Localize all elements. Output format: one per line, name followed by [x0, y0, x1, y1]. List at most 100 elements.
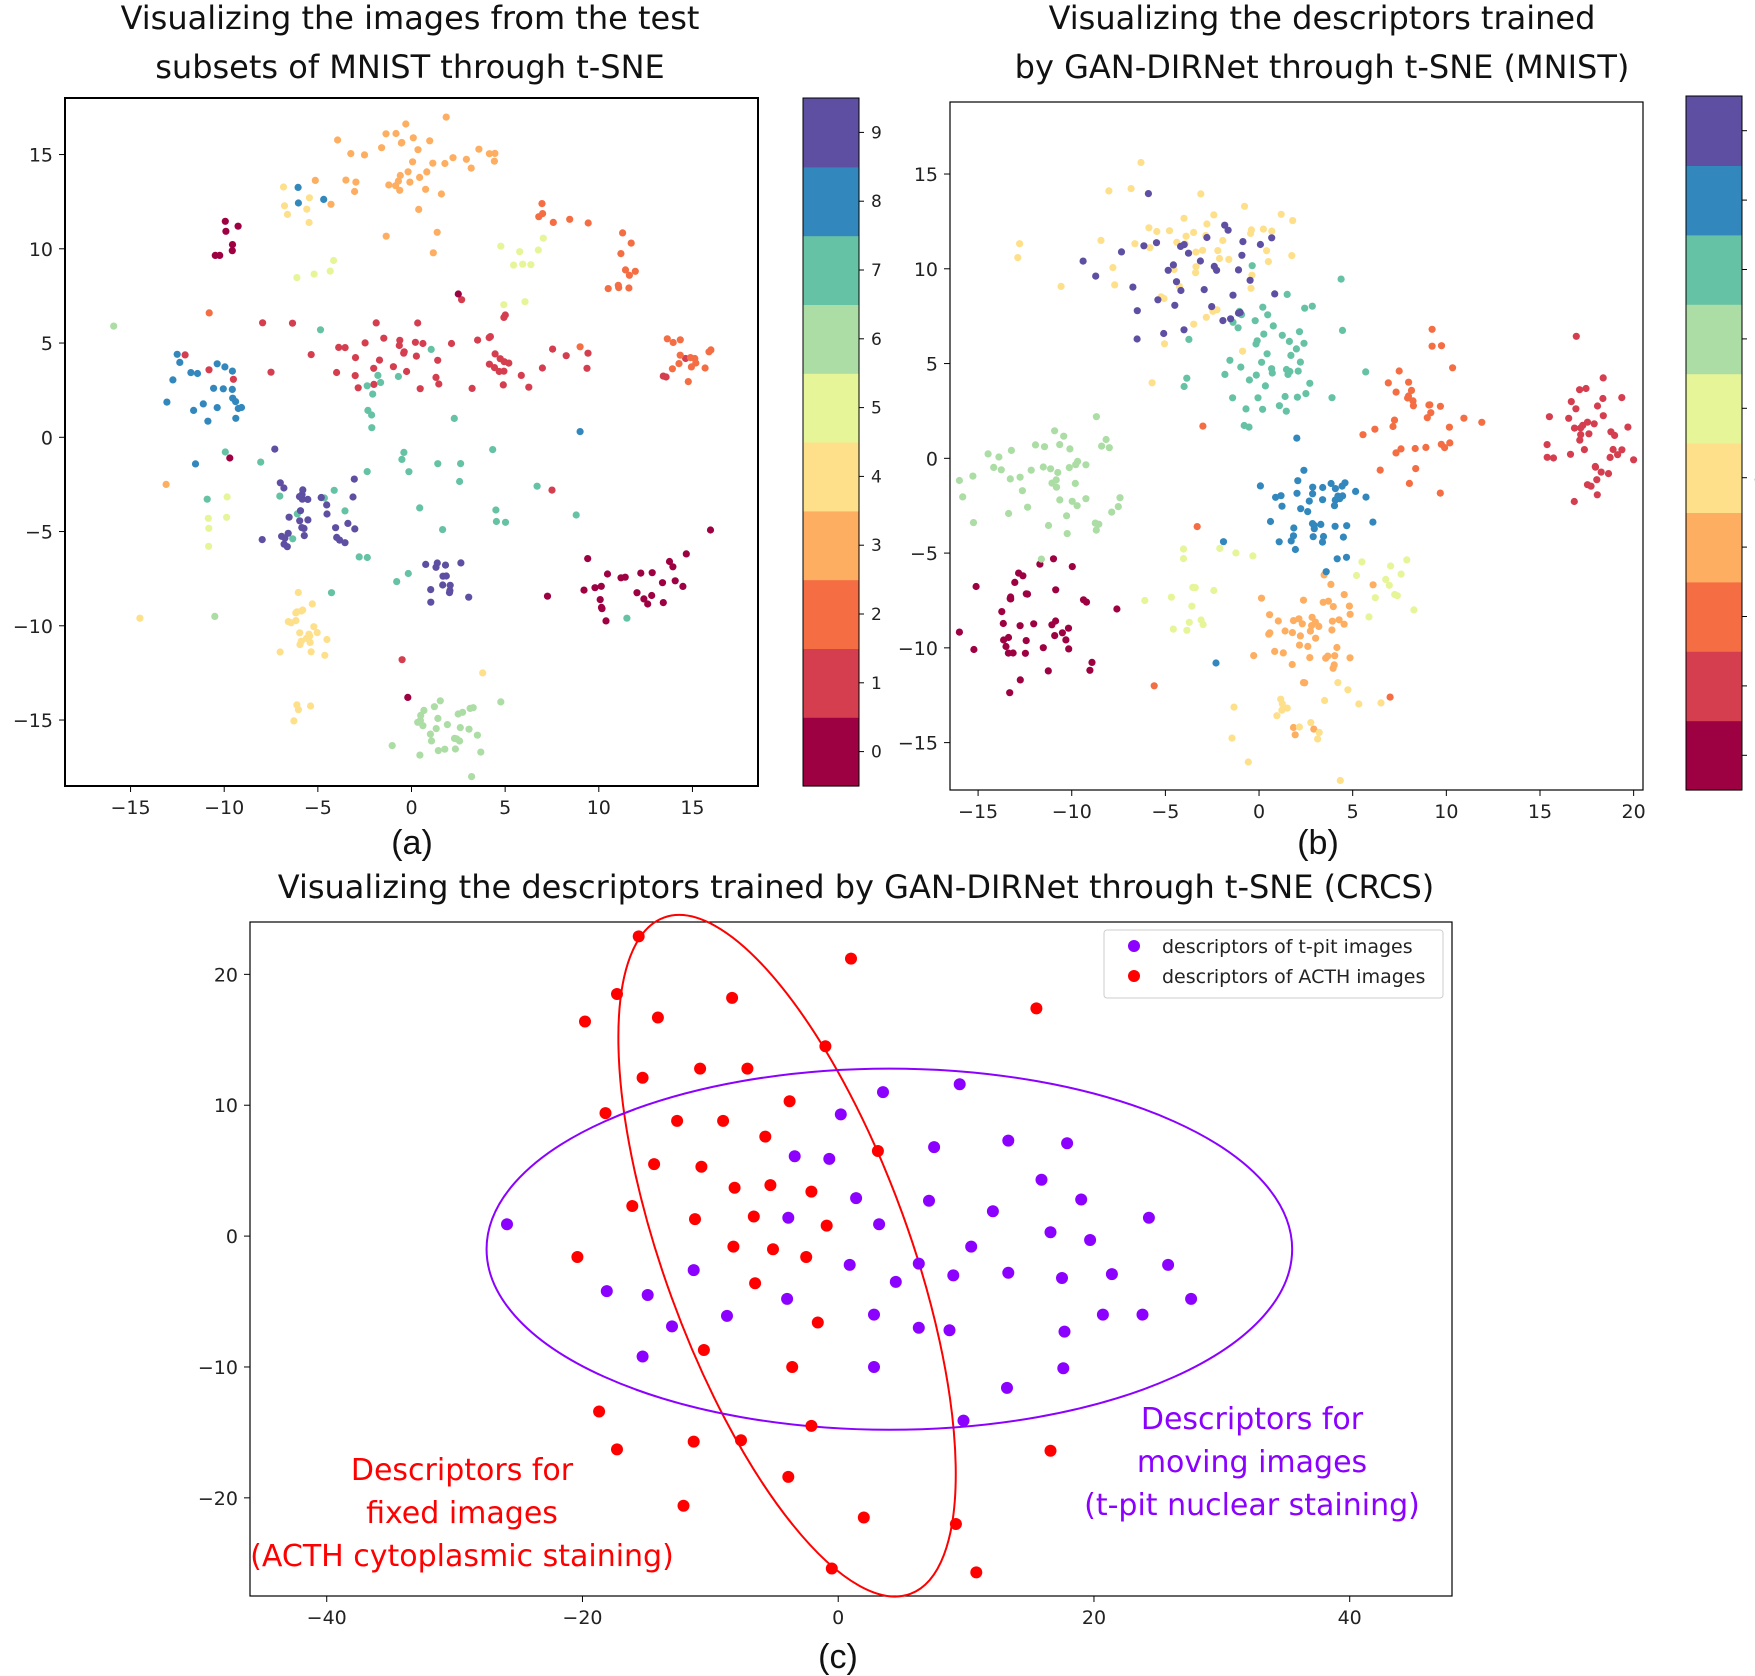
b-point-digit-6	[1005, 509, 1013, 518]
a-point-digit-1	[396, 336, 404, 344]
a-point-digit-7	[492, 506, 500, 514]
annotation-moving-line-3: (t-pit nuclear staining)	[1084, 1488, 1420, 1523]
a-point-digit-8	[228, 385, 236, 393]
a-colorbar-segment-1	[803, 648, 859, 718]
c-xtick-label: −20	[562, 1607, 602, 1629]
b-point-digit-4	[1190, 228, 1198, 236]
b-point-digit-5	[1249, 552, 1257, 560]
point-acth	[749, 1277, 762, 1290]
b-point-digit-4	[1377, 699, 1385, 707]
point-acth	[593, 1405, 606, 1418]
c-ytick-label: −20	[198, 1488, 238, 1510]
b-point-digit-8	[1294, 477, 1302, 485]
b-point-digit-3	[1333, 643, 1341, 652]
a-point-digit-3	[402, 120, 410, 128]
a-point-digit-9	[457, 559, 465, 567]
point-tpit	[923, 1194, 935, 1207]
b-point-digit-2	[1436, 402, 1444, 410]
a-point-digit-7	[327, 589, 336, 597]
a-point-digit-6	[427, 737, 436, 745]
a-point-digit-1	[496, 355, 504, 363]
c-xtick-label: 40	[1338, 1607, 1362, 1629]
b-point-digit-6	[997, 466, 1005, 474]
b-point-digit-1	[1630, 456, 1638, 464]
point-tpit	[1001, 1381, 1013, 1394]
a-point-digit-3	[490, 157, 498, 165]
b-point-digit-3	[1289, 617, 1298, 625]
a-ytick-label: −10	[13, 616, 53, 638]
a-point-digit-6	[477, 748, 485, 756]
a-point-digit-0	[706, 526, 715, 534]
a-point-digit-3	[327, 200, 335, 208]
a-point-digit-8	[576, 428, 584, 436]
point-tpit	[636, 1350, 649, 1363]
a-point-digit-7	[439, 526, 447, 534]
c-xtick-label: 20	[1082, 1607, 1106, 1629]
b-point-digit-5	[1199, 621, 1207, 629]
point-tpit	[1035, 1173, 1048, 1186]
b-point-digit-7	[1237, 363, 1245, 371]
b-point-digit-5	[1169, 625, 1177, 633]
point-acth	[949, 1518, 962, 1530]
b-point-digit-4	[1315, 728, 1323, 737]
point-acth	[571, 1251, 584, 1263]
b-point-digit-4	[1210, 211, 1218, 219]
b-point-digit-5	[1387, 562, 1395, 570]
c-ytick-label: −10	[198, 1357, 238, 1379]
b-point-digit-5	[1352, 571, 1361, 580]
a-point-digit-3	[396, 186, 404, 194]
b-point-digit-4	[1057, 282, 1065, 290]
b-point-digit-2	[1428, 342, 1436, 350]
point-tpit	[850, 1192, 863, 1205]
b-point-digit-7	[1251, 317, 1259, 325]
a-point-digit-3	[415, 205, 423, 213]
a-colorbar-tick-label: 5	[871, 399, 882, 419]
a-point-digit-1	[505, 359, 513, 367]
b-point-digit-0	[1016, 622, 1024, 630]
b-point-digit-4	[1105, 187, 1113, 195]
a-point-digit-2	[631, 267, 639, 275]
b-point-digit-6	[1065, 464, 1073, 472]
b-point-digit-8	[1304, 508, 1312, 516]
a-ytick-label: −15	[13, 710, 53, 732]
b-point-digit-2	[1392, 388, 1400, 396]
a-point-digit-6	[388, 742, 396, 750]
b-point-digit-7	[1328, 394, 1336, 402]
b-point-digit-7	[1234, 324, 1242, 332]
b-point-digit-2	[1449, 364, 1457, 372]
b-point-digit-7	[1245, 423, 1253, 431]
b-point-digit-4	[1148, 379, 1156, 387]
a-xtick-label: 10	[587, 797, 611, 819]
a-point-digit-0	[228, 247, 236, 255]
a-point-digit-8	[210, 384, 218, 392]
b-point-digit-6	[1095, 520, 1103, 528]
a-colorbar-tick-label: 4	[871, 467, 882, 487]
b-point-digit-3	[1335, 616, 1343, 624]
b-point-digit-9	[1079, 257, 1087, 265]
point-acth	[671, 1114, 684, 1127]
b-point-digit-9	[1152, 239, 1161, 247]
panel-b-x-axis: −15 −10 −5 0 5 10 15 20	[958, 790, 1646, 823]
b-point-digit-4	[1247, 229, 1255, 237]
a-point-digit-4	[299, 606, 307, 614]
a-point-digit-0	[226, 454, 234, 462]
a-point-digit-3	[429, 159, 437, 167]
a-point-digit-6	[465, 725, 473, 733]
a-point-digit-6	[473, 731, 481, 739]
point-tpit	[1136, 1308, 1149, 1321]
b-point-digit-8	[1287, 537, 1295, 545]
b-point-digit-4	[1289, 217, 1297, 225]
b-point-digit-4	[1109, 264, 1117, 272]
point-acth	[636, 1071, 649, 1084]
a-point-digit-7	[501, 518, 510, 526]
panel-b-points	[955, 158, 1638, 785]
point-acth	[579, 1015, 591, 1028]
a-point-digit-5	[534, 246, 542, 254]
point-acth	[735, 1434, 747, 1447]
b-point-digit-8	[1290, 524, 1298, 532]
point-acth	[805, 1185, 818, 1198]
b-point-digit-8	[1327, 479, 1335, 488]
point-tpit	[666, 1320, 678, 1333]
b-point-digit-4	[1146, 244, 1154, 252]
a-point-digit-8	[169, 376, 177, 384]
